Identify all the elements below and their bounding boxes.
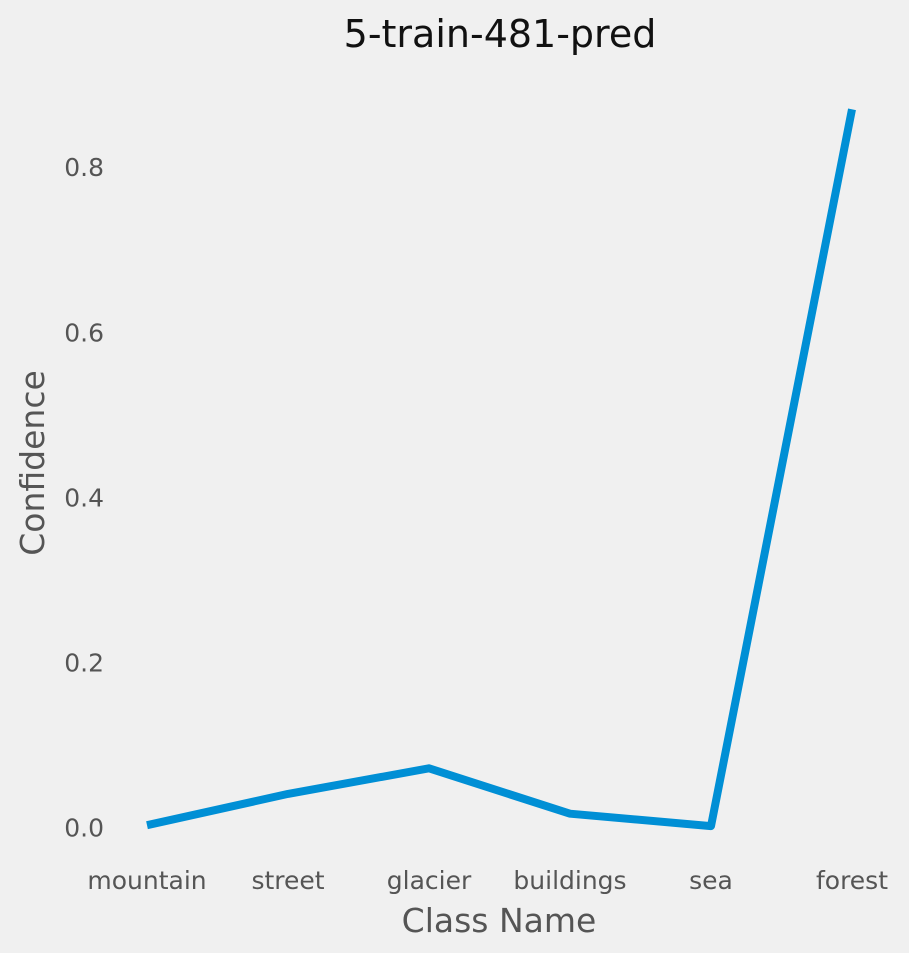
x-axis-ticks: mountain street glacier buildings sea forest [87, 866, 888, 895]
x-tick-label: forest [816, 866, 888, 895]
x-tick-label: glacier [387, 866, 472, 895]
x-axis-title: Class Name [402, 901, 597, 940]
chart-title: 5-train-481-pred [344, 12, 657, 56]
y-tick-label: 0.8 [64, 153, 104, 182]
x-tick-label: buildings [513, 866, 626, 895]
series-line [146, 108, 856, 831]
y-axis-title: Confidence [13, 370, 52, 556]
x-tick-label: street [251, 866, 324, 895]
y-tick-label: 0.6 [64, 318, 104, 347]
y-axis-ticks: 0.0 0.2 0.4 0.6 0.8 [64, 153, 104, 843]
y-tick-label: 0.0 [64, 814, 104, 843]
y-tick-label: 0.2 [64, 649, 104, 678]
series-layer [146, 108, 856, 831]
x-tick-label: mountain [87, 866, 206, 895]
x-tick-label: sea [689, 866, 733, 895]
y-tick-label: 0.4 [64, 483, 104, 512]
